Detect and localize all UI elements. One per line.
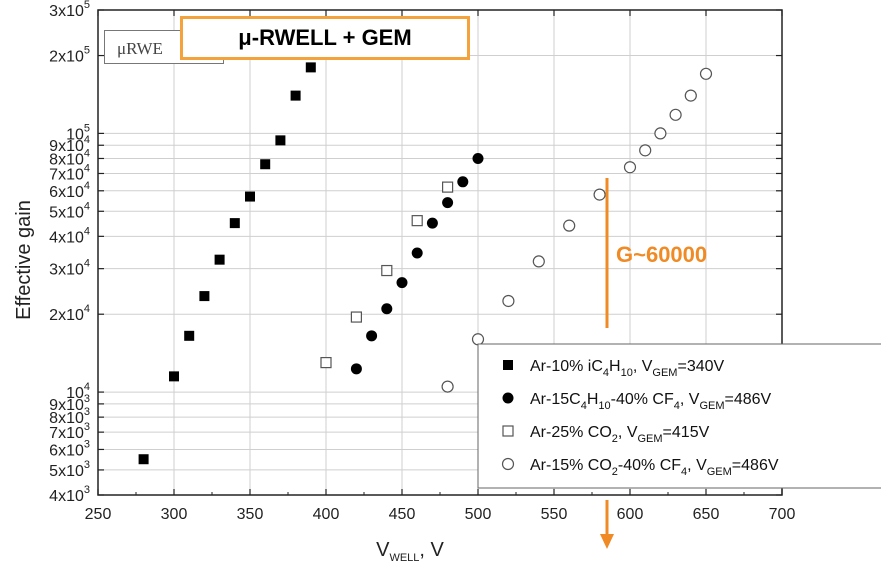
data-point-series-1	[260, 159, 271, 170]
legend-label-1: Ar-10% iC4H10, VGEM=340V	[530, 358, 725, 379]
legend-marker-1	[503, 360, 513, 370]
data-point-series-2	[457, 176, 469, 188]
data-point-series-4	[502, 294, 515, 308]
data-point-series-1	[199, 291, 210, 302]
x-tick-label: 450	[389, 506, 416, 523]
y-tick-label: 8x104	[49, 147, 90, 168]
data-point-series-1	[138, 454, 149, 465]
x-tick-label: 650	[693, 506, 720, 523]
data-point-series-4	[532, 255, 545, 268]
legend-marker-4	[501, 457, 515, 471]
data-point-series-4	[699, 67, 713, 80]
y-tick-label: 6x103	[49, 438, 90, 459]
data-point-series-4	[669, 108, 682, 121]
data-point-series-2	[426, 217, 438, 229]
y-tick-label: 8x103	[49, 406, 90, 427]
y-tick-label: 3x105	[49, 0, 90, 20]
x-tick-label: 550	[541, 506, 568, 523]
data-point-series-3	[442, 181, 454, 193]
x-axis-title: VWELL, V	[376, 539, 444, 564]
data-points	[138, 62, 713, 465]
x-tick-label: 400	[313, 506, 340, 523]
x-tick-label: 300	[161, 506, 188, 523]
x-tick-label: 250	[85, 506, 112, 523]
legend-marker-2	[502, 392, 514, 404]
y-tick-label: 6x104	[49, 180, 90, 201]
svg-text:VWELL, V: VWELL, V	[376, 539, 444, 564]
data-point-series-4	[441, 380, 454, 393]
legend-box	[477, 343, 881, 489]
annotation-label: G~60000	[616, 242, 707, 267]
data-point-series-4	[593, 188, 606, 201]
y-tick-label: 4x104	[49, 225, 90, 246]
data-point-series-1	[305, 62, 316, 73]
data-point-series-1	[184, 330, 195, 341]
y-tick-label: 104	[66, 381, 90, 402]
title-box: μ-RWELL + GEM	[180, 16, 470, 60]
y-tick-label: 9x104	[49, 134, 90, 155]
data-point-series-3	[320, 356, 332, 369]
y-tick-label: 3x104	[49, 258, 90, 279]
legend-label-2: Ar-15C4H10-40% CF4, VGEM=486V	[530, 391, 772, 412]
data-point-series-2	[381, 303, 393, 315]
data-point-series-3	[411, 215, 423, 227]
data-point-series-1	[290, 90, 301, 101]
legend-label-4: Ar-15% CO2-40% CF4, VGEM=486V	[530, 457, 779, 478]
y-tick-label: 5x104	[49, 200, 90, 221]
data-point-series-2	[366, 330, 378, 342]
data-point-series-2	[472, 152, 484, 164]
data-point-series-2	[411, 247, 423, 259]
legend-label-3: Ar-25% CO2, VGEM=415V	[530, 424, 710, 445]
y-tick-label: 105	[66, 122, 90, 143]
x-tick-label: 500	[465, 506, 492, 523]
data-point-series-2	[350, 363, 362, 375]
y-axis-title: Effective gain	[13, 200, 35, 320]
annotation-arrow-head	[600, 534, 614, 549]
y-tick-label: 2x104	[49, 303, 90, 324]
y-tick-label: 9x103	[49, 393, 90, 414]
legend: Ar-10% iC4H10, VGEM=340V Ar-15C4H10-40% C…	[501, 358, 779, 478]
y-tick-label: 7x104	[49, 162, 90, 183]
y-tick-label: 7x103	[49, 421, 90, 442]
x-tick-labels: 250 300 350 400 450 500 550 600 650 700	[85, 506, 796, 523]
data-point-series-4	[684, 89, 697, 102]
data-point-series-3	[381, 264, 393, 277]
data-point-series-4	[639, 144, 652, 157]
data-point-series-4	[623, 161, 637, 174]
data-point-series-1	[245, 191, 255, 202]
x-tick-label: 700	[769, 506, 796, 523]
data-point-series-2	[396, 277, 408, 289]
data-point-series-4	[654, 127, 667, 140]
x-tick-label: 350	[237, 506, 264, 523]
y-tick-label: 4x103	[49, 484, 90, 505]
data-point-series-1	[169, 371, 179, 382]
data-point-series-4	[471, 333, 485, 346]
y-tick-label: 5x103	[49, 459, 90, 480]
data-point-series-3	[350, 311, 362, 323]
data-point-series-1	[214, 254, 225, 265]
data-point-series-2	[442, 197, 454, 209]
y-tick-label: 2x105	[49, 45, 90, 66]
data-point-series-4	[563, 219, 576, 232]
x-tick-label: 600	[617, 506, 644, 523]
data-point-series-1	[229, 218, 240, 229]
legend-marker-3	[502, 425, 514, 437]
data-point-series-1	[275, 135, 286, 146]
